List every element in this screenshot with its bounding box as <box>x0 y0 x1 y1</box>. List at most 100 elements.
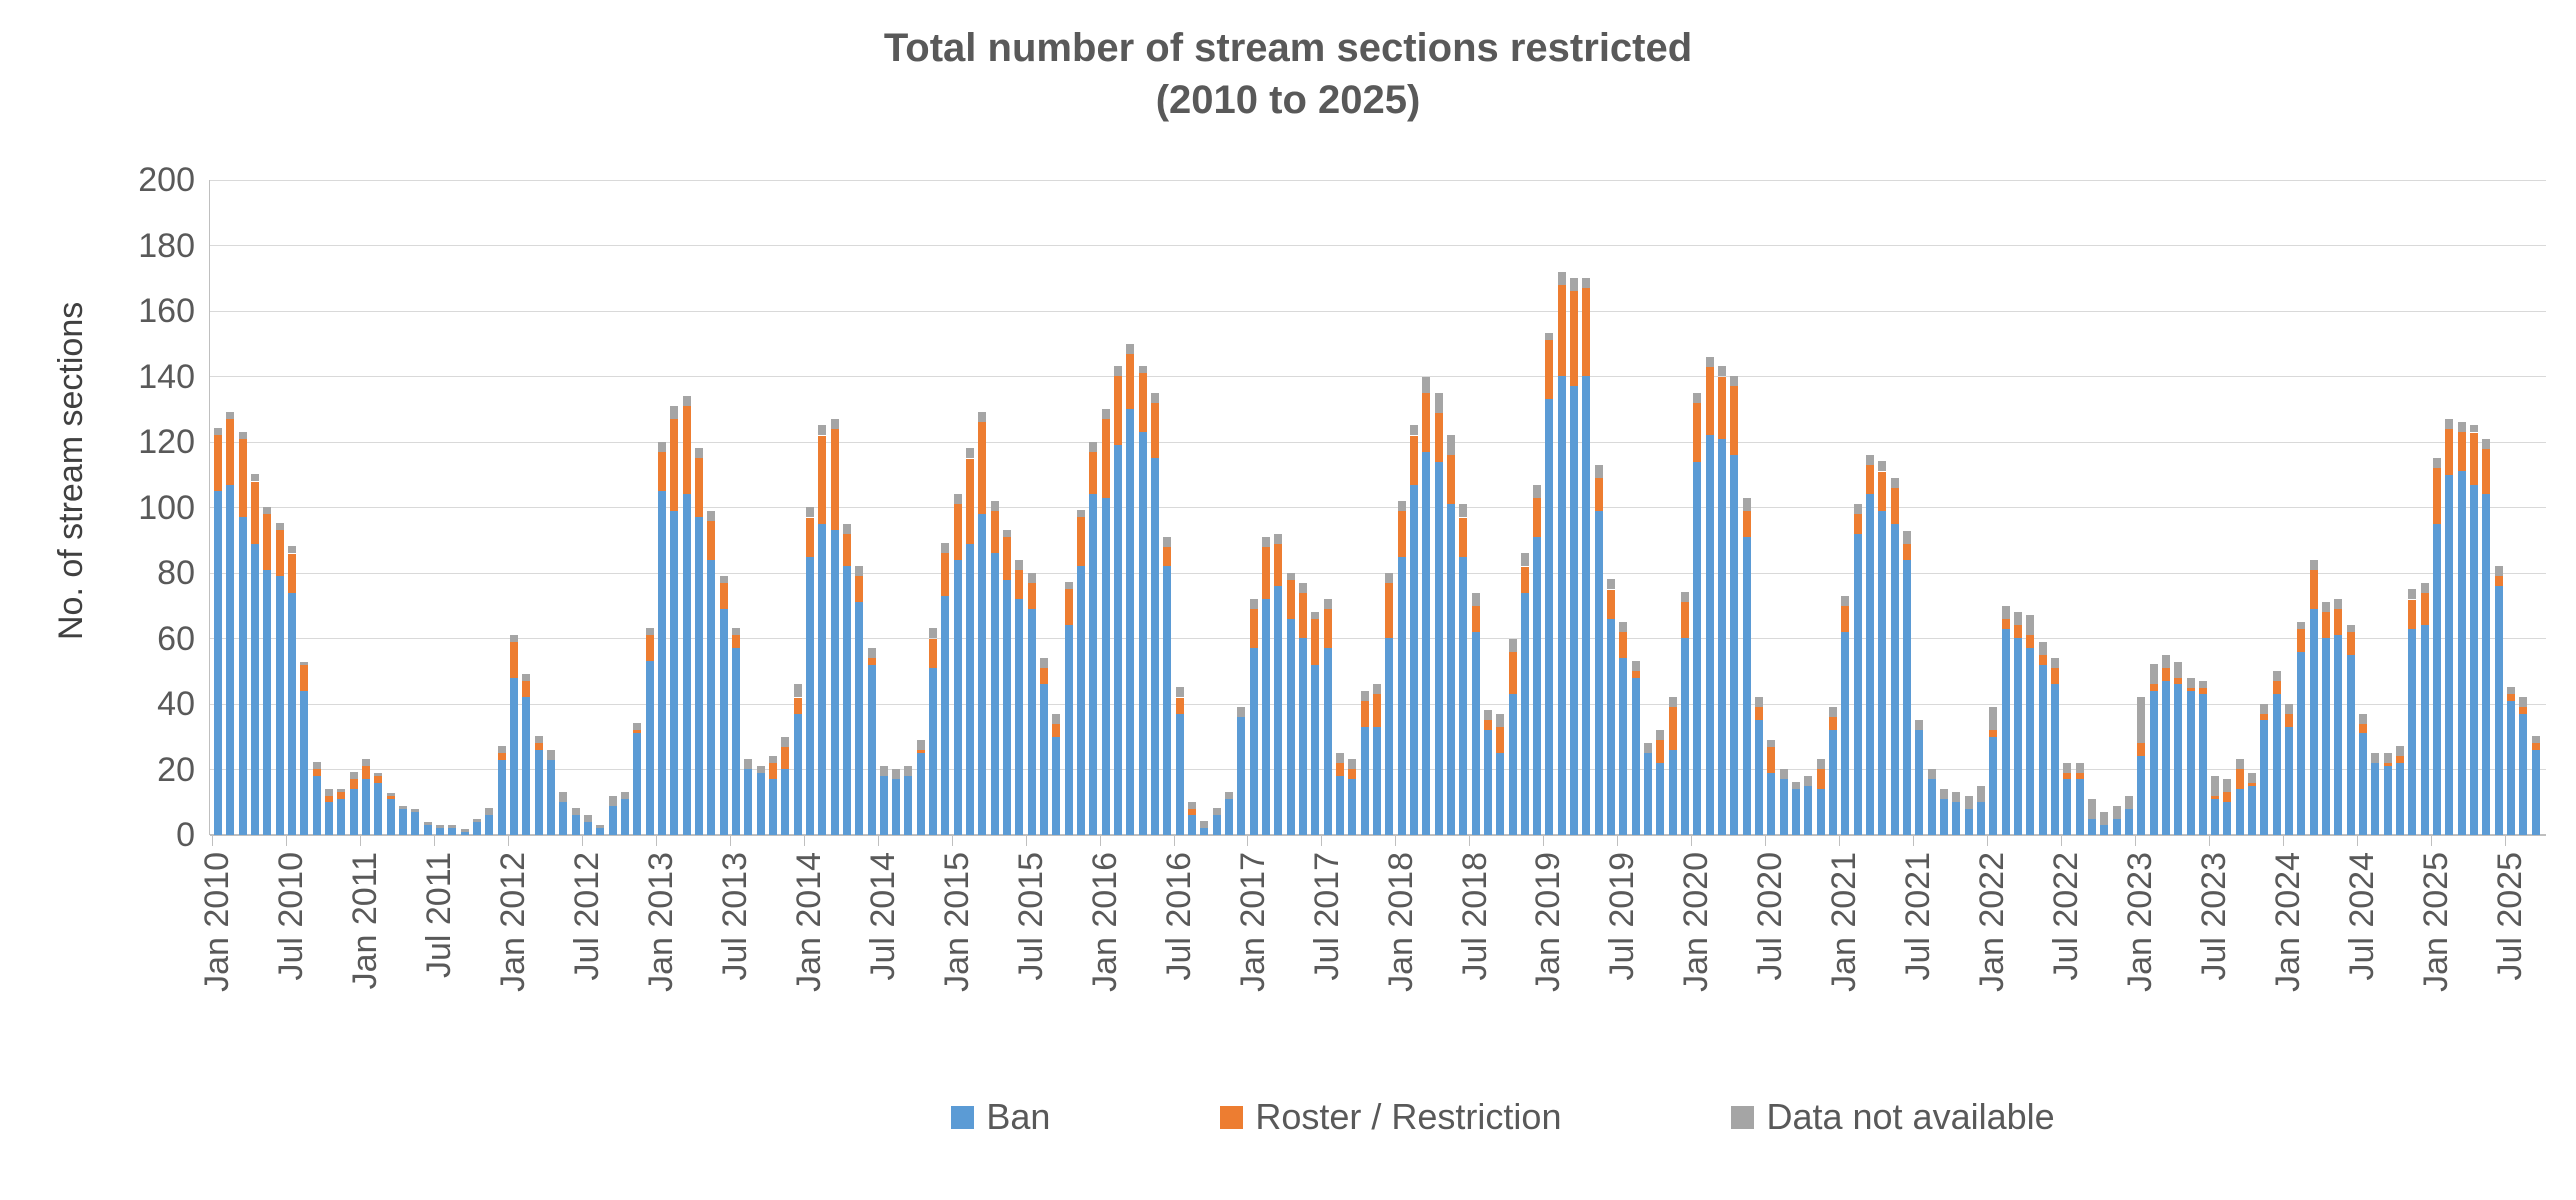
x-axis-tick <box>582 835 583 846</box>
bar-jan-2021-data <box>1841 596 1849 606</box>
bar-may-2025-data <box>2482 439 2490 449</box>
bar-nov-2015-ban <box>1077 566 1085 835</box>
bar-jan-2024-data <box>2285 704 2293 714</box>
bar-jan-2023-ban <box>2137 756 2145 835</box>
bar-apr-2014-roster <box>843 533 851 566</box>
bar-sep-2018-ban <box>1496 753 1504 835</box>
x-axis-tick <box>1174 835 1175 846</box>
bar-sep-2024-ban <box>2384 766 2392 835</box>
bar-dec-2022-ban <box>2125 809 2133 835</box>
bar-mar-2018-ban <box>1422 452 1430 835</box>
legend-item-roster-restriction: Roster / Restriction <box>1220 1096 1561 1138</box>
legend-label-ban: Ban <box>986 1096 1051 1137</box>
bar-feb-2024-data <box>2297 622 2305 629</box>
bar-jul-2010-roster <box>288 554 296 593</box>
bar-may-2010-roster <box>263 514 271 570</box>
bar-aug-2019-roster <box>1632 671 1640 678</box>
legend-item-data-not-available: Data not available <box>1731 1096 2055 1138</box>
bar-jul-2014-ban <box>880 776 888 835</box>
bar-sep-2022-data <box>2088 799 2096 819</box>
bar-jun-2011-data <box>424 822 432 825</box>
x-tick-label-jan-2024: Jan 2024 <box>2269 852 2307 992</box>
bar-jun-2017-data <box>1311 612 1319 619</box>
bar-dec-2014-roster <box>941 553 949 596</box>
y-tick-label-160: 160 <box>138 292 195 330</box>
bar-feb-2013-roster <box>670 419 678 511</box>
bar-jan-2022-ban <box>1989 737 1997 835</box>
bar-jun-2015-roster <box>1015 570 1023 599</box>
bar-jul-2014-data <box>880 766 888 776</box>
bar-may-2020-data <box>1743 498 1751 511</box>
bar-aug-2015-data <box>1040 658 1048 668</box>
bar-jun-2021-data <box>1903 531 1911 544</box>
bar-oct-2015-data <box>1065 582 1073 589</box>
gridline-160 <box>210 310 2546 312</box>
bar-mar-2016-data <box>1126 344 1134 354</box>
bar-sep-2023-ban <box>2236 789 2244 835</box>
bar-aug-2023-ban <box>2223 802 2231 835</box>
bar-jan-2021-ban <box>1841 632 1849 835</box>
bar-mar-2018-data <box>1422 377 1430 393</box>
bar-jun-2021-roster <box>1903 544 1911 560</box>
bar-aug-2023-data <box>2223 779 2231 792</box>
bar-feb-2024-roster <box>2297 629 2305 652</box>
x-axis-tick <box>1469 835 1470 846</box>
bar-jan-2012-roster <box>510 642 518 678</box>
x-tick-label-jul-2013: Jul 2013 <box>716 852 754 981</box>
x-tick-label-jan-2020: Jan 2020 <box>1677 852 1715 992</box>
bar-apr-2011-ban <box>399 809 407 835</box>
bar-feb-2019-roster <box>1558 284 1566 376</box>
bar-may-2018-data <box>1447 435 1455 455</box>
bar-jul-2019-data <box>1619 622 1627 632</box>
bar-feb-2025-data <box>2445 419 2453 429</box>
bar-jul-2024-roster <box>2359 723 2367 733</box>
bar-mar-2012-ban <box>535 750 543 835</box>
bar-mar-2017-roster <box>1274 543 1282 586</box>
bar-mar-2024-data <box>2310 560 2318 570</box>
bar-oct-2019-ban <box>1656 763 1664 835</box>
bar-dec-2019-ban <box>1681 638 1689 835</box>
bar-feb-2019-ban <box>1558 376 1566 835</box>
bar-feb-2014-roster <box>818 436 826 524</box>
bar-oct-2017-roster <box>1361 701 1369 727</box>
bar-jan-2014-roster <box>806 518 814 557</box>
chart-legend: Ban Roster / Restriction Data not availa… <box>430 1096 2576 1138</box>
bar-jul-2013-data <box>732 628 740 635</box>
bar-sep-2010-roster <box>313 769 321 776</box>
bar-jan-2019-ban <box>1545 399 1553 835</box>
bar-dec-2023-roster <box>2273 681 2281 694</box>
x-axis-tick <box>2357 835 2358 846</box>
bar-nov-2019-data <box>1669 697 1677 707</box>
x-tick-label-jul-2012: Jul 2012 <box>568 852 606 981</box>
bar-jun-2022-roster <box>2051 668 2059 684</box>
bar-aug-2016-data <box>1188 802 1196 809</box>
bar-mar-2010-roster <box>239 438 247 517</box>
bar-jan-2013-roster <box>658 452 666 491</box>
bar-jan-2016-data <box>1102 409 1110 419</box>
plot-area: 0 20 40 60 80 100 120 140 160 180 200 Jan 2010 Jul 2… <box>138 161 2546 992</box>
bar-dec-2018-ban <box>1533 537 1541 835</box>
bar-dec-2020-data <box>1829 707 1837 717</box>
bar-jul-2010-data <box>288 546 296 553</box>
legend-label-data-not-available: Data not available <box>1766 1096 2055 1137</box>
bar-mar-2014-data <box>831 419 839 429</box>
x-axis-tick <box>1913 835 1914 846</box>
bar-nov-2017-ban <box>1373 727 1381 835</box>
bar-apr-2022-data <box>2026 615 2034 635</box>
roster-restriction-swatch-icon <box>1220 1105 1244 1129</box>
bar-sep-2017-data <box>1348 759 1356 769</box>
y-tick-label-180: 180 <box>138 226 195 265</box>
bar-oct-2019-roster <box>1656 740 1664 763</box>
bar-may-2013-ban <box>707 560 715 835</box>
bar-feb-2021-roster <box>1854 514 1862 534</box>
bar-jan-2018-ban <box>1398 557 1406 835</box>
bar-mar-2018-roster <box>1422 393 1430 452</box>
gridline-200 <box>210 179 2546 181</box>
bar-may-2025-roster <box>2482 448 2490 494</box>
x-tick-label-jan-2012: Jan 2012 <box>494 852 532 992</box>
bar-sep-2025-ban <box>2532 750 2540 835</box>
bar-may-2018-roster <box>1447 455 1455 504</box>
bar-jul-2018-roster <box>1472 606 1480 632</box>
bar-sep-2022-ban <box>2088 819 2096 835</box>
bar-apr-2013-roster <box>695 458 703 517</box>
